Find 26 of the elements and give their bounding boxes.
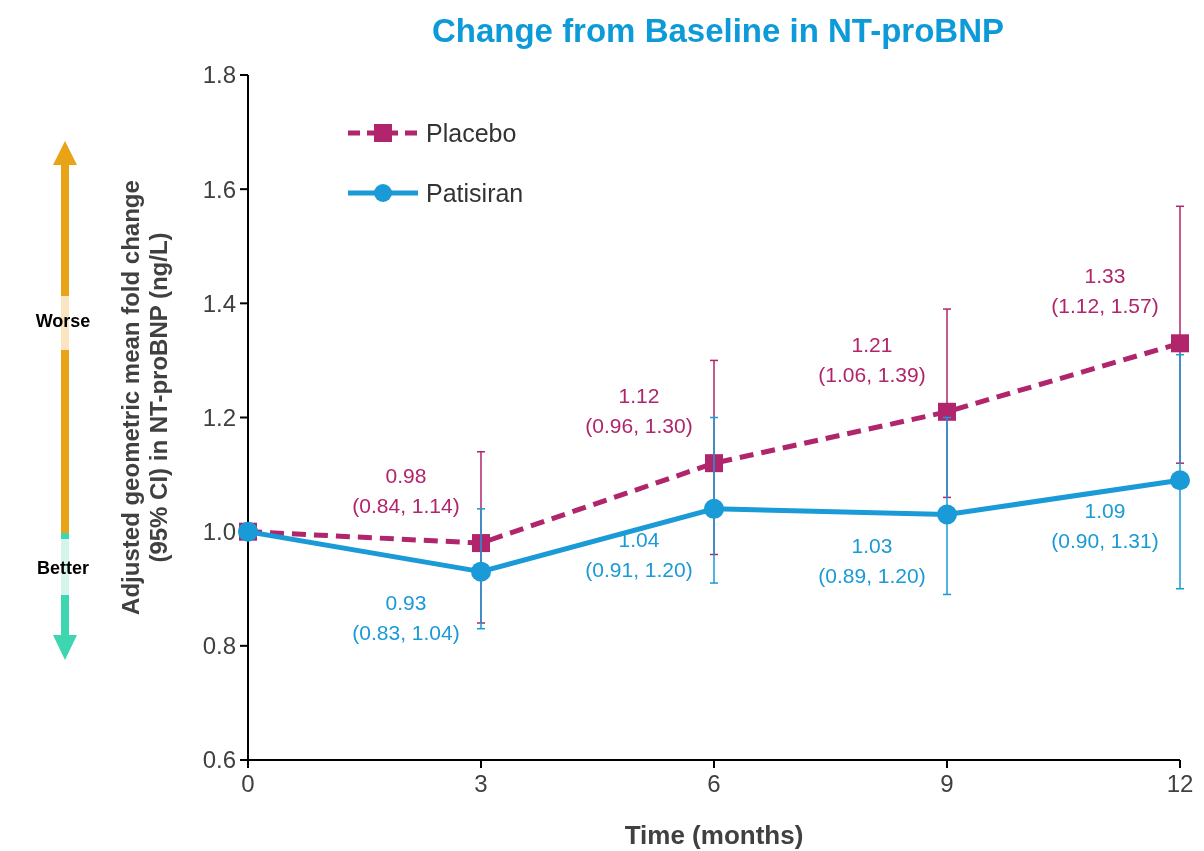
x-tick-label: 6 — [707, 770, 721, 797]
data-label: 1.03 (0.89, 1.20) — [818, 533, 926, 587]
x-axis-title: Time (months) — [624, 820, 804, 850]
y-axis-title: Adjusted geometric mean fold change (95% CI) in NT-proBNP (ng/L) — [117, 180, 172, 615]
chart-title: Change from Baseline in NT-proBNP — [431, 12, 1005, 49]
data-label: 1.21 (1.06, 1.39) — [818, 332, 926, 386]
legend-label: Placebo — [426, 118, 517, 147]
text: Better — [36, 558, 90, 579]
y-tick-label: 1.2 — [202, 403, 236, 431]
data-label: 0.93 (0.83, 1.04) — [352, 590, 460, 644]
y-tick-label: 1.6 — [202, 175, 236, 203]
data-label: 0.98 (0.84, 1.14) — [352, 464, 460, 518]
legend-label: Patisiran — [426, 178, 524, 207]
x-tick-label: 12 — [1166, 770, 1194, 797]
text: Worse — [35, 311, 91, 332]
y-tick-label: 1.8 — [202, 61, 236, 89]
x-tick-label: 3 — [474, 770, 488, 797]
y-tick-label: 0.6 — [202, 746, 236, 774]
data-label: 1.33 (1.12, 1.57) — [1051, 264, 1159, 318]
y-tick-label: 1.4 — [202, 289, 236, 317]
data-label: 1.09 (0.90, 1.31) — [1051, 499, 1159, 553]
x-tick-label: 9 — [940, 770, 954, 797]
y-tick-label: 1.0 — [202, 518, 236, 546]
x-tick-label: 0 — [241, 770, 255, 797]
data-label: 1.12 (0.96, 1.30) — [585, 384, 693, 438]
y-tick-label: 0.8 — [202, 632, 236, 660]
